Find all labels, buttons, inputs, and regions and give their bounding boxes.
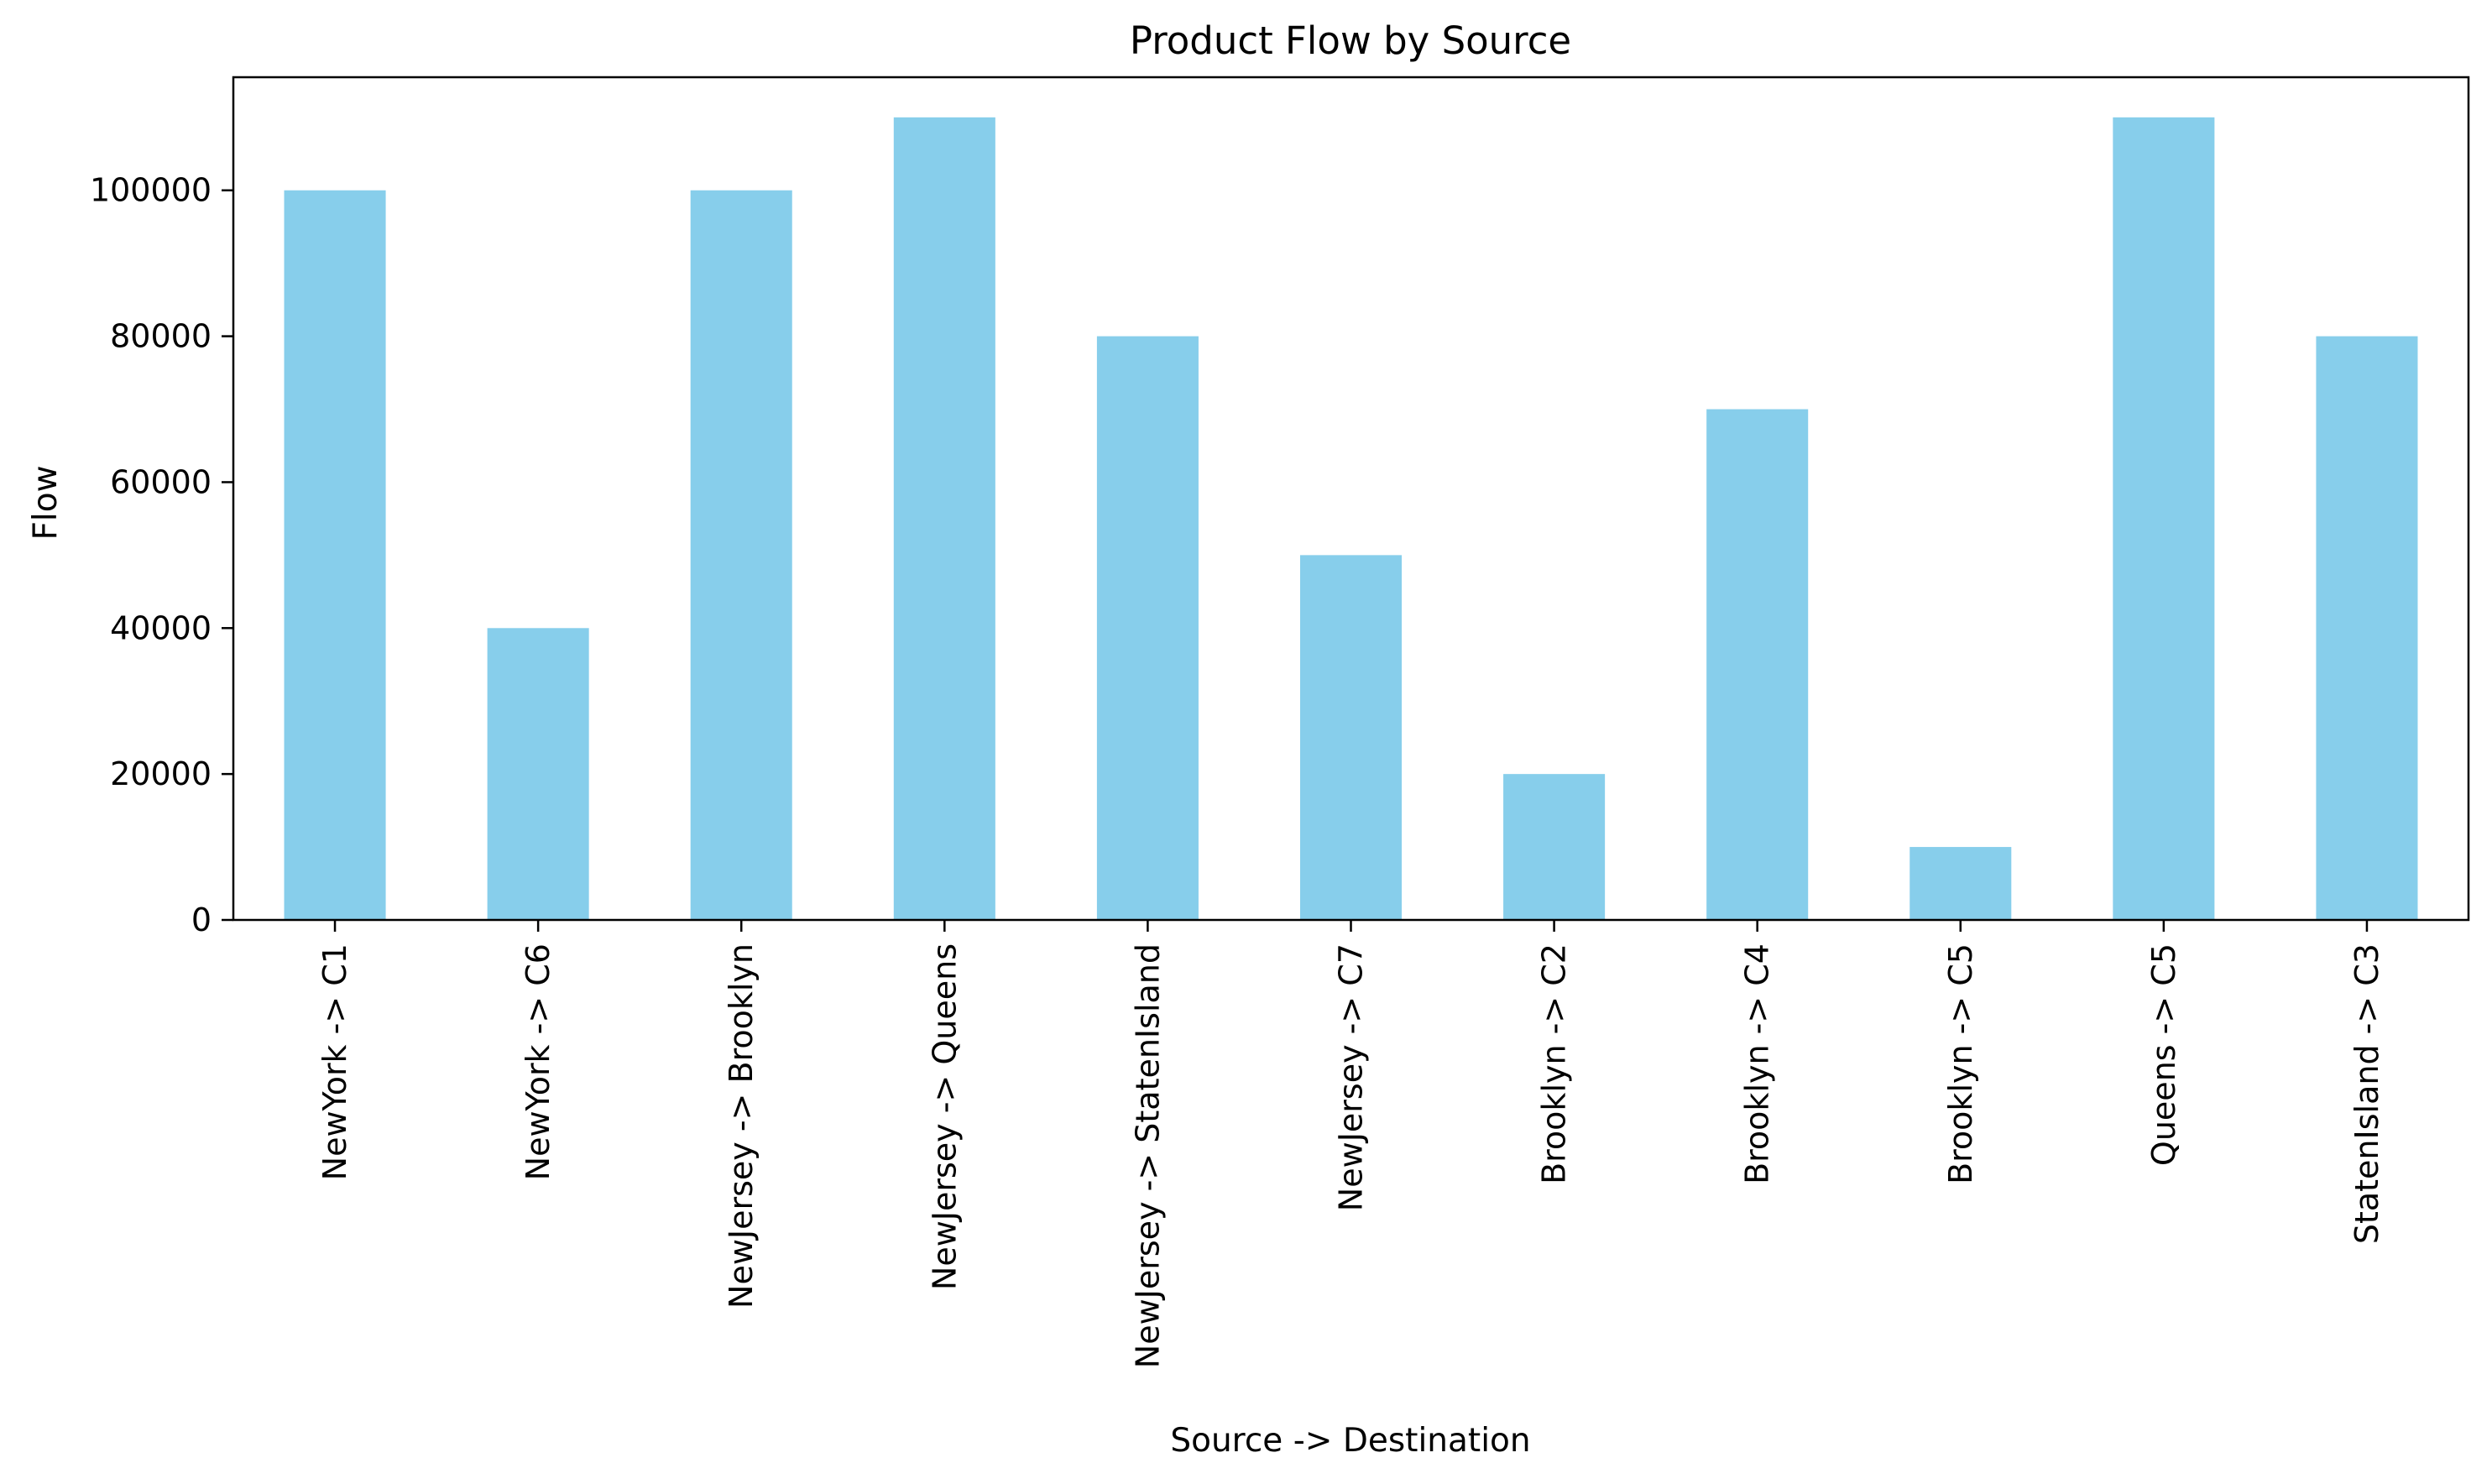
x-tick-label: NewYork -> C1	[316, 943, 353, 1180]
bar	[284, 190, 386, 921]
x-tick-label: Brooklyn -> C2	[1536, 943, 1573, 1184]
bar	[690, 190, 792, 921]
bar	[1706, 409, 1809, 920]
bar	[2316, 336, 2418, 921]
bar	[1299, 555, 1403, 920]
bar	[1909, 847, 2012, 920]
x-tick-label: NewJersey -> C7	[1333, 943, 1370, 1211]
bar	[893, 117, 995, 920]
y-axis-ticks: 0 20000 40000 60000 80000 100000	[90, 172, 233, 938]
x-tick-label: Brooklyn -> C4	[1739, 943, 1776, 1184]
x-axis-ticks: NewYork -> C1 NewYork -> C6 NewJersey -> B…	[316, 920, 2385, 1368]
plot-frame	[232, 76, 2470, 922]
x-tick-label: StatenIsland -> C3	[2348, 943, 2385, 1244]
bar	[1503, 774, 1606, 920]
bars-group	[284, 117, 2418, 921]
x-tick-label: NewJersey -> Queens	[926, 943, 963, 1290]
bar	[1096, 336, 1199, 921]
y-tick-label: 20000	[110, 755, 212, 792]
y-tick-label: 0	[191, 901, 212, 938]
chart-title: Product Flow by Source	[1130, 18, 1571, 63]
bar	[2113, 117, 2215, 920]
y-tick-label: 80000	[110, 318, 212, 355]
y-axis-label: Flow	[27, 465, 65, 540]
x-tick-label: NewJersey -> Brooklyn	[723, 943, 760, 1309]
y-tick-label: 100000	[90, 172, 212, 209]
bar	[487, 628, 589, 920]
x-tick-label: Queens -> C5	[2145, 943, 2182, 1166]
x-tick-label: Brooklyn -> C5	[1942, 943, 1979, 1184]
y-tick-label: 40000	[110, 609, 212, 646]
x-tick-label: NewJersey -> StatenIsland	[1129, 943, 1166, 1368]
x-tick-label: NewYork -> C6	[520, 943, 556, 1180]
x-axis-label: Source -> Destination	[1170, 1422, 1530, 1460]
y-tick-label: 60000	[110, 463, 212, 500]
